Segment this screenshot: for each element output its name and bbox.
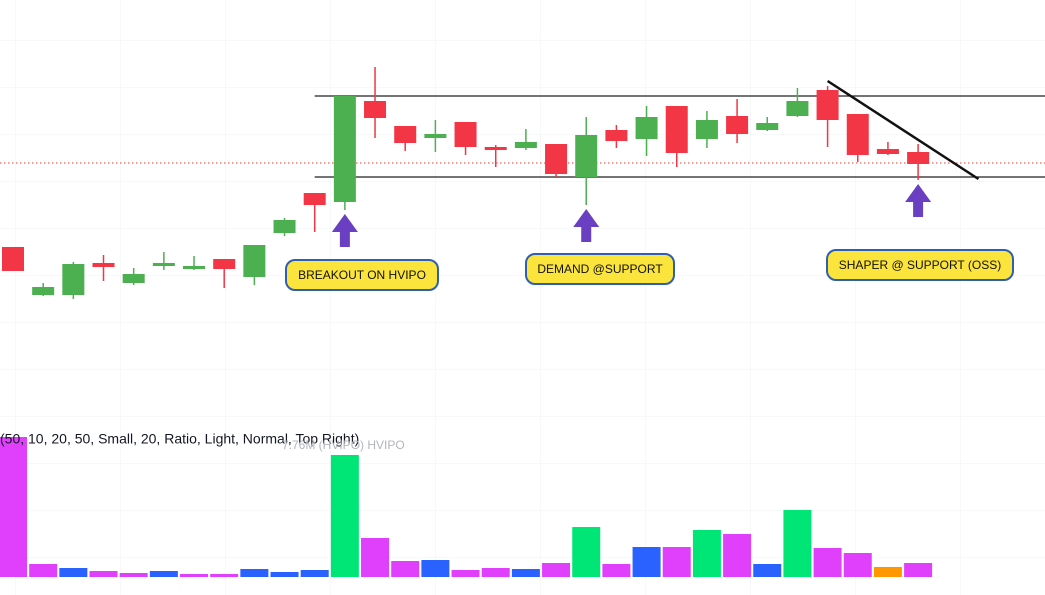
volume-label: 7.76M (HVIPO) HVIPO — [282, 438, 405, 452]
candle-body — [876, 149, 899, 154]
candle-body — [846, 114, 869, 155]
volume-bar — [240, 569, 269, 577]
volume-bar — [89, 571, 118, 577]
candle-body — [514, 142, 537, 148]
candle-body — [213, 259, 236, 269]
volume-bar — [602, 564, 631, 577]
candle-body — [424, 134, 447, 138]
candle-body — [786, 101, 809, 116]
volume-bar — [843, 553, 872, 577]
volume-bar — [481, 568, 510, 577]
candle-body — [605, 130, 628, 141]
candle-body — [454, 122, 477, 147]
volume-bar — [511, 569, 540, 577]
volume-bar — [692, 530, 721, 577]
volume-bar — [873, 567, 902, 577]
annotation-text: BREAKOUT ON HVIPO — [298, 268, 426, 282]
volume-bar — [813, 548, 842, 577]
trend-line — [826, 79, 980, 181]
volume-bar — [783, 510, 812, 577]
arrow — [331, 214, 358, 247]
candle-body — [273, 220, 296, 233]
candle-body — [62, 264, 85, 295]
candle-body — [32, 287, 55, 295]
volume-bar — [361, 538, 390, 577]
candle-body — [152, 263, 175, 266]
volume-bar — [753, 564, 782, 577]
candle-body — [303, 193, 326, 205]
candle-body — [816, 90, 839, 120]
candle-body — [575, 135, 598, 177]
candle-body — [695, 120, 718, 139]
volume-bar — [632, 547, 661, 577]
candle-body — [333, 96, 356, 202]
arrow — [905, 184, 932, 217]
volume-bar — [723, 534, 752, 577]
volume-bar — [210, 574, 239, 577]
annotation-box — [285, 259, 439, 291]
candle-body — [635, 117, 658, 139]
annotation-box — [525, 253, 675, 285]
volume-bar — [330, 455, 359, 577]
volume-bar — [421, 560, 450, 577]
volume-legend: (50, 10, 20, 50, Small, 20, Ratio, Light… — [0, 431, 359, 447]
volume-bar — [451, 570, 480, 577]
volume-bar — [119, 573, 148, 577]
volume-bar — [391, 561, 420, 577]
candle-body — [726, 116, 749, 134]
candle-body — [243, 245, 266, 277]
candle-body — [122, 274, 145, 283]
candle-body — [907, 152, 930, 164]
volume-bar — [180, 574, 209, 577]
volume-bar — [29, 564, 58, 577]
annotation-text: SHAPER @ SUPPORT (OSS) — [839, 258, 1001, 272]
volume-bar — [270, 572, 299, 577]
volume-bar — [0, 437, 27, 577]
volume-bar — [149, 571, 178, 577]
volume-bar — [662, 547, 691, 577]
annotation-box — [826, 249, 1014, 281]
candle-body — [394, 126, 417, 143]
candle-body — [92, 263, 115, 267]
volume-bar — [572, 527, 601, 577]
candle-body — [665, 106, 688, 153]
candle-body — [2, 247, 24, 271]
candle-body — [756, 123, 779, 130]
candle-body — [484, 147, 507, 150]
annotation-text: DEMAND @SUPPORT — [537, 262, 663, 276]
candle-body — [545, 144, 568, 174]
volume-bar — [542, 563, 571, 577]
candle-body — [183, 266, 206, 269]
candle-body — [364, 101, 387, 118]
volume-bar — [904, 563, 933, 577]
volume-bar — [59, 568, 88, 577]
arrow — [573, 209, 600, 242]
volume-bar — [300, 570, 329, 577]
